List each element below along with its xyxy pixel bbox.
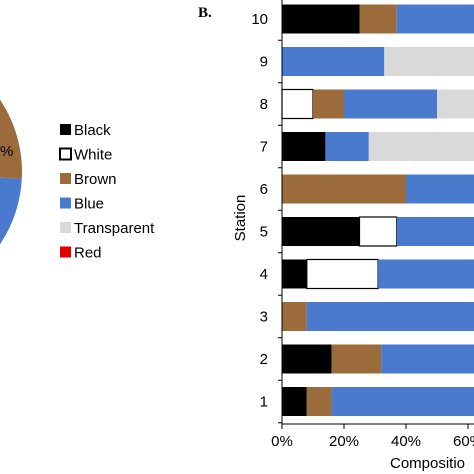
legend-swatch-black [60, 124, 71, 135]
panel-label-b: B. [198, 5, 212, 21]
legend-swatch-brown [60, 173, 71, 184]
pie-slice-blue [0, 177, 22, 245]
bar-station-10-black [282, 4, 360, 34]
bar-station-3-blue [306, 302, 474, 331]
y-tick-label-2: 2 [260, 351, 268, 368]
bar-station-5-white [358, 216, 398, 247]
x-axis-title: Compositio [390, 455, 465, 472]
y-tick-label-1: 1 [260, 394, 268, 411]
bar-station-6-blue [406, 174, 474, 204]
bar-station-8-transparent [437, 89, 474, 119]
y-axis-title: Station [232, 195, 249, 242]
bar-station-7-transparent [368, 132, 474, 161]
legend-label-transparent: Transparent [74, 220, 155, 237]
bar-station-2-blue [381, 344, 474, 374]
bar-station-6-brown [282, 174, 406, 204]
bar-station-8-brown [313, 89, 344, 119]
bar-station-9-blue [282, 47, 385, 76]
legend-swatch-transparent [60, 222, 71, 233]
legend-swatch-white [59, 147, 72, 161]
y-tick-label-7: 7 [260, 139, 268, 156]
bar-station-9-transparent [384, 47, 474, 76]
y-tick-label-10: 10 [251, 11, 268, 28]
x-tick-label-60-: 60% [453, 433, 474, 450]
legend-swatch-red [60, 246, 71, 258]
bar-station-7-blue [325, 132, 369, 161]
bar-station-1-brown [306, 387, 332, 416]
bar-station-10-brown [359, 4, 397, 34]
x-tick-label-0-: 0% [271, 433, 293, 450]
legend-swatch-blue [60, 197, 71, 209]
y-tick-label-9: 9 [260, 54, 268, 71]
bar-station-7-black [282, 132, 326, 161]
x-tick-label-40-: 40% [391, 433, 421, 450]
y-tick-label-3: 3 [260, 309, 268, 326]
y-tick-label-5: 5 [260, 224, 268, 241]
bar-station-2-brown [331, 344, 382, 374]
legend-label-blue: Blue [74, 196, 104, 213]
bar-station-4-blue [378, 259, 474, 289]
pie-slice-label: % [0, 143, 13, 160]
y-tick-label-4: 4 [260, 266, 268, 283]
legend-label-red: Red [74, 245, 102, 262]
bar-station-1-blue [331, 387, 474, 416]
bar-station-2-black [282, 344, 332, 374]
pie-chart [0, 99, 22, 245]
bar-station-4-white [306, 258, 379, 290]
bar-station-4-black [282, 259, 307, 289]
pie-slice-brown [0, 99, 22, 179]
legend-label-brown: Brown [74, 171, 117, 188]
x-tick-labels: 0% 20% 40% 60% [271, 424, 474, 450]
legend-label-white: White [74, 147, 112, 164]
x-tick-label-20-: 20% [329, 433, 359, 450]
y-tick-labels: 1 2 3 4 5 6 7 8 9 10 [251, 11, 282, 424]
bar-station-10-blue [396, 4, 474, 34]
legend: Black White Brown Blue Transparent Red [59, 122, 155, 262]
bar-station-8-white [281, 88, 314, 120]
y-tick-label-8: 8 [260, 96, 268, 113]
bar-station-5-black [282, 217, 360, 246]
bar-station-1-black [282, 387, 307, 416]
legend-label-black: Black [74, 122, 111, 139]
bar-station-5-blue [396, 217, 474, 246]
stacked-bar-chart [281, 4, 474, 416]
bar-station-8-blue [344, 89, 437, 119]
bar-station-3-brown [282, 302, 307, 331]
y-tick-label-6: 6 [260, 181, 268, 198]
